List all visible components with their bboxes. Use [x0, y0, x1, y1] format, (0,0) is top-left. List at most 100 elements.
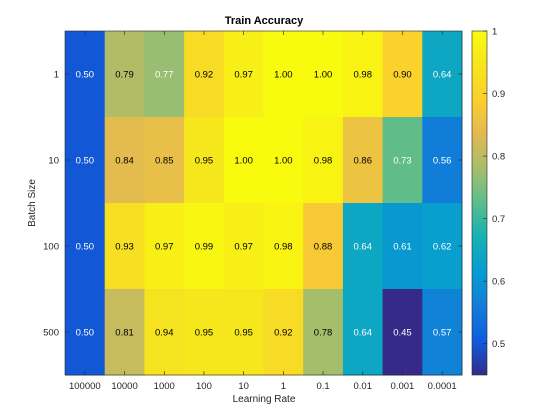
cell-value-label: 1.00 [274, 156, 293, 167]
cell-value-label: 0.93 [115, 242, 134, 253]
heatmap-cell [303, 117, 344, 204]
cell-value-label: 0.64 [433, 70, 452, 81]
x-tick-label: 1 [281, 381, 286, 392]
cell-value-label: 0.95 [195, 328, 214, 339]
heatmap-cell [223, 289, 264, 376]
y-tick-label: 10 [48, 156, 59, 167]
heatmap-cell [263, 289, 304, 376]
cell-value-label: 0.97 [234, 70, 253, 81]
heatmap-cell [65, 289, 106, 376]
heatmap-cell [104, 117, 145, 204]
cell-value-label: 0.90 [393, 70, 412, 81]
x-tick-label: 100 [196, 381, 212, 392]
cell-value-label: 0.56 [433, 156, 452, 167]
x-tick-label: 0.1 [316, 381, 329, 392]
cell-value-label: 0.95 [195, 156, 214, 167]
heatmap-cell [263, 31, 304, 118]
chart-title: Train Accuracy [225, 15, 304, 27]
cell-value-label: 1.00 [274, 70, 293, 81]
cell-value-label: 0.88 [314, 242, 333, 253]
heatmap-cell [104, 203, 145, 290]
heatmap-cell [104, 289, 145, 376]
x-tick-label: 0.0001 [428, 381, 457, 392]
cell-value-label: 0.73 [393, 156, 412, 167]
x-tick-label: 10 [238, 381, 249, 392]
cell-value-label: 0.50 [76, 242, 95, 253]
plot-frame [64, 30, 463, 376]
heatmap-cell [263, 117, 304, 204]
colorbar-gradient [471, 30, 488, 376]
cell-value-label: 0.50 [76, 156, 95, 167]
cell-value-label: 0.50 [76, 70, 95, 81]
x-axis-label: Learning Rate [233, 394, 296, 405]
y-tick-label: 100 [43, 242, 59, 253]
cell-value-label: 0.97 [155, 242, 174, 253]
heatmap-cell [184, 289, 225, 376]
y-axis-ticks: 1 10 100 500 [43, 70, 462, 339]
heatmap-cell [303, 31, 344, 118]
cell-value-label: 0.94 [155, 328, 174, 339]
x-tick-label: 0.01 [354, 381, 373, 392]
heatmap-cell [342, 203, 384, 290]
x-tick-label: 1000 [154, 381, 175, 392]
cell-value-label: 0.77 [155, 70, 174, 81]
heatmap-cell [104, 31, 145, 118]
colorbar-tick-label: 0.6 [492, 277, 505, 288]
colorbar: 0.5 0.6 0.7 0.8 0.9 1 [471, 27, 505, 376]
heatmap-cell [382, 203, 423, 290]
cell-value-label: 0.84 [115, 156, 134, 167]
cell-value-label: 0.98 [314, 156, 333, 167]
x-tick-label: 10000 [111, 381, 137, 392]
cell-value-label: 0.62 [433, 242, 452, 253]
heatmap-cell [223, 203, 264, 290]
heatmap-cell [65, 203, 106, 290]
cell-value-label: 0.92 [274, 328, 293, 339]
cell-value-label: 0.79 [115, 70, 134, 81]
cell-value-label: 1.00 [234, 156, 253, 167]
cell-value-label: 0.81 [115, 328, 134, 339]
cell-value-label: 0.61 [393, 242, 412, 253]
heatmap-cell [184, 117, 225, 204]
y-tick-label: 500 [43, 328, 59, 339]
x-tick-label: 100000 [69, 381, 101, 392]
y-axis-label: Batch Size [27, 179, 38, 227]
x-tick-label: 0.001 [391, 381, 415, 392]
heatmap-cell [382, 117, 423, 204]
heatmap-cell [65, 117, 106, 204]
cell-value-label: 0.64 [354, 328, 373, 339]
heatmap-cell [342, 289, 384, 376]
colorbar-ticks: 0.5 0.6 0.7 0.8 0.9 1 [483, 27, 505, 350]
heatmap-cell [223, 31, 264, 118]
colorbar-tick-label: 0.9 [492, 89, 505, 100]
colorbar-tick-label: 0.7 [492, 214, 505, 225]
y-tick-label: 1 [54, 70, 59, 81]
cell-value-label: 0.97 [234, 242, 253, 253]
colorbar-tick-label: 0.8 [492, 152, 505, 163]
heatmap-cell [382, 289, 423, 376]
heatmap-cell [144, 203, 185, 290]
heatmap-cell [422, 31, 463, 118]
heatmap-cell [263, 203, 304, 290]
cell-value-label: 0.45 [393, 328, 412, 339]
cell-value-label: 0.57 [433, 328, 452, 339]
cell-value-label: 0.92 [195, 70, 214, 81]
heatmap-cell [303, 203, 344, 290]
cell-value-label: 1.00 [314, 70, 333, 81]
heatmap-cell [342, 117, 384, 204]
heatmap-cell [184, 31, 225, 118]
cell-value-label: 0.98 [274, 242, 293, 253]
cell-value-label: 0.64 [354, 242, 373, 253]
heatmap-cell [422, 289, 463, 376]
heatmap-cell [422, 203, 463, 290]
cell-value-label: 0.78 [314, 328, 333, 339]
colorbar-tick-label: 0.5 [492, 339, 505, 350]
heatmap-cell [144, 31, 185, 118]
x-axis-ticks: 100000 10000 1000 100 10 1 0.1 0.01 0.001 0.0001 [69, 31, 457, 392]
cell-value-label: 0.98 [354, 70, 373, 81]
heatmap-cell [422, 117, 463, 204]
heatmap-cell [303, 289, 344, 376]
heatmap-cell [144, 117, 185, 204]
heatmap-cell [144, 289, 185, 376]
heatmap-cell [342, 31, 384, 118]
